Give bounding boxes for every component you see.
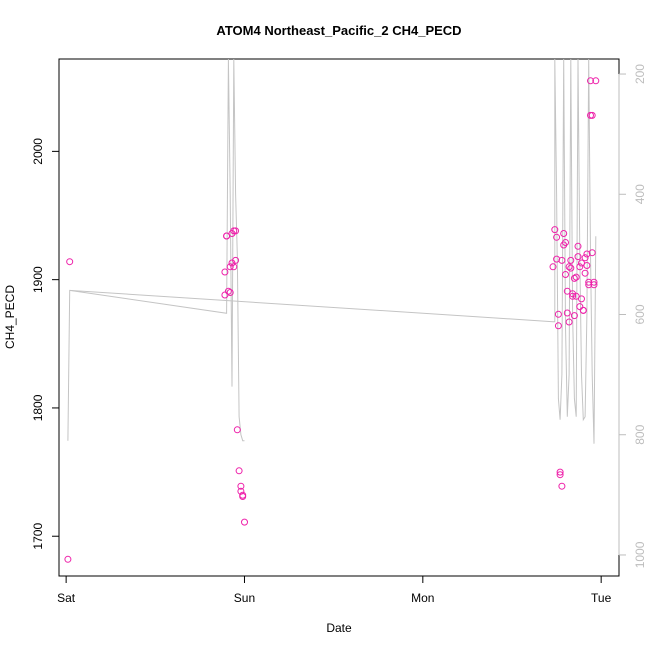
data-point [569,292,577,300]
data-point [579,306,587,314]
data-point [560,230,568,237]
data-point [551,226,559,234]
data-point [549,263,557,271]
data-point [587,77,594,85]
data-point [554,310,562,318]
data-point [565,318,573,326]
x-tick-label: Sat [57,591,76,605]
y2-tick-label: 200 [633,64,647,84]
data-point [588,111,596,119]
series-line [67,59,597,444]
data-point [221,268,229,276]
data-point [572,273,580,281]
y-tick-label: 2000 [31,138,45,165]
data-point [235,467,243,475]
data-point [554,322,562,330]
data-point [567,256,575,264]
left-axis: 1700 1800 1900 2000 [31,138,60,550]
data-point [590,278,598,286]
chart-title: ATOM4 Northeast_Pacific_2 CH4_PECD [216,23,461,38]
data-point [232,227,240,235]
data-point [226,263,234,271]
data-point [592,77,600,85]
data-point [553,233,561,241]
data-point [581,269,589,277]
y2-tick-label: 400 [633,184,647,204]
data-point [239,491,247,499]
y2-tick-label: 800 [633,424,647,444]
data-point [558,256,566,264]
data-point [224,287,232,295]
data-point [576,263,584,271]
data-point [66,258,74,266]
series-line [69,59,245,442]
data-point [64,555,72,563]
data-point [576,303,584,311]
data-point [562,271,569,278]
data-point [241,518,248,526]
x-tick-label: Tue [591,591,612,605]
data-point [237,482,245,490]
y2-tick-label: 600 [633,304,647,324]
data-point [578,295,585,303]
right-axis: 200 400 600 800 1000 [618,64,647,568]
data-point [233,426,241,434]
data-point [563,309,571,317]
data-point [574,242,582,250]
data-point [226,289,234,296]
x-axis: Sat Sun Mon Tue [57,575,612,605]
data-point [583,262,591,269]
plot-frame [58,58,620,577]
x-tick-label: Sun [234,591,255,605]
data-point [581,254,589,262]
data-point [570,312,578,320]
data-point [590,281,598,289]
data-point [574,253,582,261]
y-axis-label: CH4_PECD [3,285,17,349]
data-point [232,256,240,264]
data-point [556,468,564,476]
data-point [556,471,564,479]
data-point [230,263,238,271]
data-point [588,249,596,257]
y-tick-label: 1900 [31,266,45,293]
x-axis-label: Date [326,621,352,635]
data-point [567,264,575,272]
y2-tick-label: 1000 [633,541,647,568]
data-point [562,239,569,246]
y-tick-label: 1800 [31,394,45,421]
data-point [570,274,578,282]
y-tick-label: 1700 [31,523,45,550]
x-tick-label: Mon [411,591,434,605]
data-layer [64,59,600,563]
data-point [565,263,573,271]
data-point [558,482,566,490]
